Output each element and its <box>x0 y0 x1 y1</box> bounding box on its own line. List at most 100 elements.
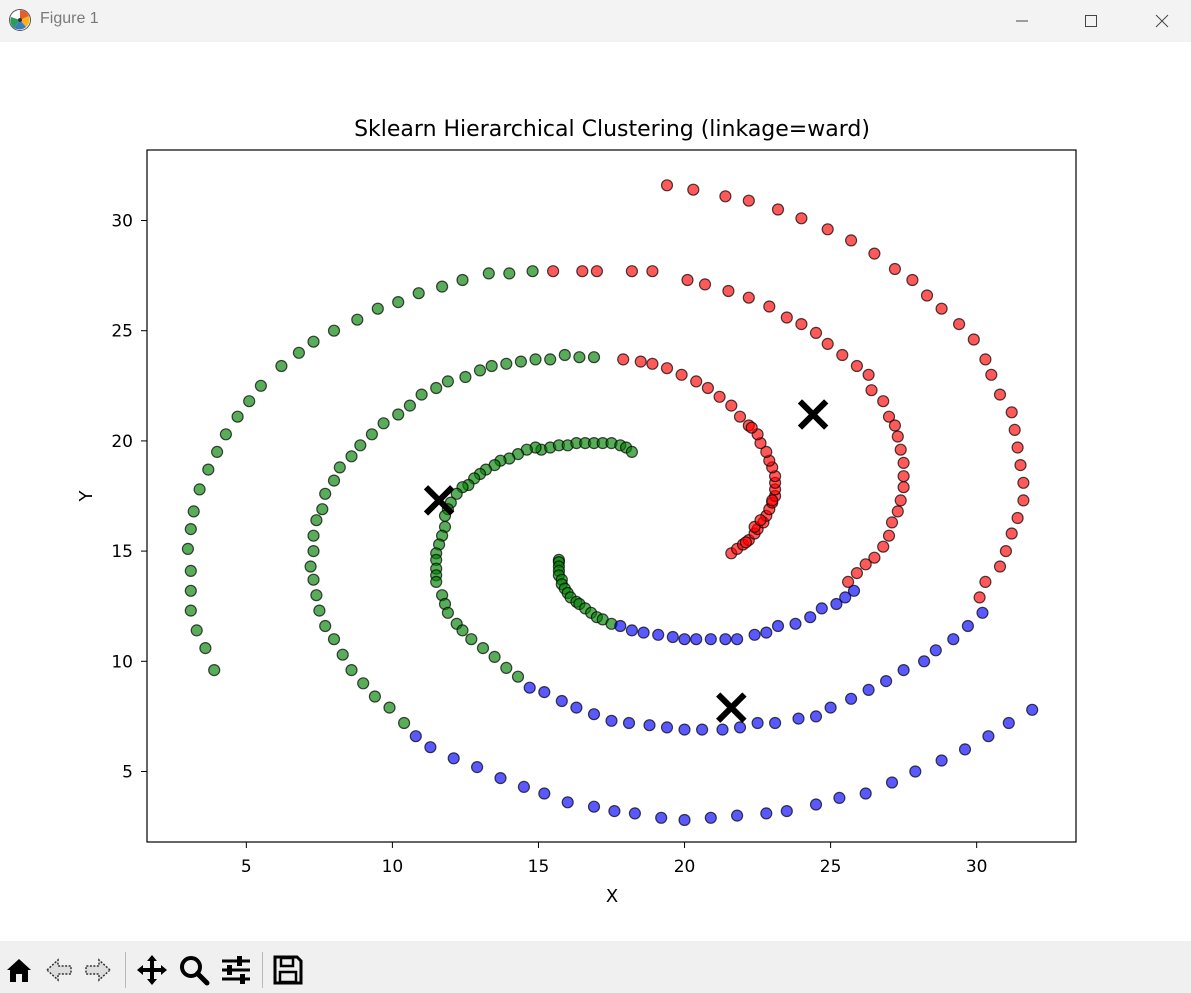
data-point <box>754 514 767 527</box>
x-tick-label: 10 <box>382 857 404 877</box>
data-point <box>795 212 808 225</box>
window-titlebar: Figure 1 <box>0 0 1191 42</box>
data-point <box>313 604 326 617</box>
data-point <box>187 505 200 518</box>
data-point <box>471 760 484 774</box>
data-point <box>1011 441 1024 454</box>
data-point <box>882 410 896 423</box>
data-point <box>1014 459 1027 472</box>
data-point <box>695 723 709 736</box>
data-point <box>415 388 428 401</box>
centroid-marker <box>423 485 455 516</box>
save-button[interactable] <box>272 952 304 988</box>
data-point <box>430 575 443 589</box>
data-point <box>888 419 902 432</box>
data-point <box>929 644 942 657</box>
maximize-button[interactable] <box>1068 0 1114 42</box>
x-axis-ticks: 5 10 15 20 25 30 <box>241 842 988 877</box>
data-point <box>646 265 659 278</box>
data-point <box>430 381 443 395</box>
data-point <box>219 428 232 441</box>
close-button[interactable] <box>1139 0 1185 42</box>
x-axis-label: X <box>606 886 618 907</box>
data-point <box>760 445 773 458</box>
forward-arrow-icon <box>85 958 112 982</box>
data-point <box>771 619 785 633</box>
data-point <box>742 194 755 207</box>
data-point <box>675 368 688 381</box>
data-point <box>345 450 358 463</box>
home-button[interactable] <box>3 952 35 988</box>
pan-button[interactable] <box>136 952 168 988</box>
data-point <box>719 633 732 646</box>
data-point <box>768 716 782 730</box>
data-point <box>345 663 358 677</box>
data-point <box>526 265 539 278</box>
minimize-icon <box>1016 20 1028 22</box>
close-icon <box>1155 14 1169 28</box>
data-point <box>730 633 744 646</box>
x-tick-label: 15 <box>528 857 550 877</box>
data-point <box>973 591 986 604</box>
data-point <box>555 694 568 708</box>
data-point <box>947 633 960 646</box>
data-point <box>327 633 341 646</box>
data-point <box>897 456 910 469</box>
data-point <box>804 611 817 624</box>
data-point <box>993 388 1007 401</box>
data-point <box>748 628 761 641</box>
figure-canvas[interactable]: 5 10 15 20 25 30 5 10 15 20 25 30 Sklearn Hierarch… <box>0 42 1191 941</box>
data-point <box>859 558 872 571</box>
data-point <box>655 811 668 824</box>
data-point <box>307 335 320 348</box>
data-point <box>354 439 367 452</box>
y-tick-label: 10 <box>111 652 133 672</box>
data-point <box>327 474 341 487</box>
data-point <box>1011 511 1024 525</box>
y-tick-label: 30 <box>111 212 133 232</box>
data-point <box>625 624 639 637</box>
chart-title: Sklearn Hierarchical Clustering (linkage… <box>354 117 870 142</box>
data-point <box>424 741 437 754</box>
configure-subplots-button[interactable] <box>220 952 252 988</box>
matplotlib-icon <box>9 9 31 31</box>
data-point <box>398 716 411 730</box>
data-point <box>844 692 858 705</box>
minimize-button[interactable] <box>999 0 1045 42</box>
data-point <box>368 690 381 703</box>
back-button[interactable] <box>43 952 75 988</box>
x-tick-label: 30 <box>966 857 988 877</box>
data-point <box>725 399 738 412</box>
data-point <box>316 503 329 516</box>
data-point <box>587 800 601 813</box>
data-point <box>608 804 621 818</box>
window-title: Figure 1 <box>40 10 99 27</box>
data-point <box>476 641 490 655</box>
data-point <box>465 633 478 646</box>
data-point <box>447 752 460 765</box>
data-point <box>678 633 691 646</box>
data-point <box>622 716 636 730</box>
data-point <box>383 701 396 714</box>
data-point <box>310 589 323 602</box>
data-point <box>993 560 1007 573</box>
data-point <box>412 287 425 300</box>
data-point <box>897 663 910 677</box>
data-point <box>719 190 732 203</box>
data-point <box>894 443 907 456</box>
data-point <box>1026 703 1039 716</box>
forward-button[interactable] <box>82 952 114 988</box>
data-point <box>500 357 513 370</box>
zoom-button[interactable] <box>178 952 210 988</box>
toolbar-separator <box>125 952 126 988</box>
data-point <box>733 721 747 734</box>
y-tick-label: 25 <box>111 322 133 342</box>
data-point <box>1017 494 1030 507</box>
data-point <box>982 730 995 743</box>
points-layer <box>181 179 1039 827</box>
data-point <box>494 771 507 785</box>
data-point <box>529 353 542 366</box>
data-point <box>979 575 992 589</box>
data-point <box>459 370 472 384</box>
data-point <box>821 337 834 350</box>
